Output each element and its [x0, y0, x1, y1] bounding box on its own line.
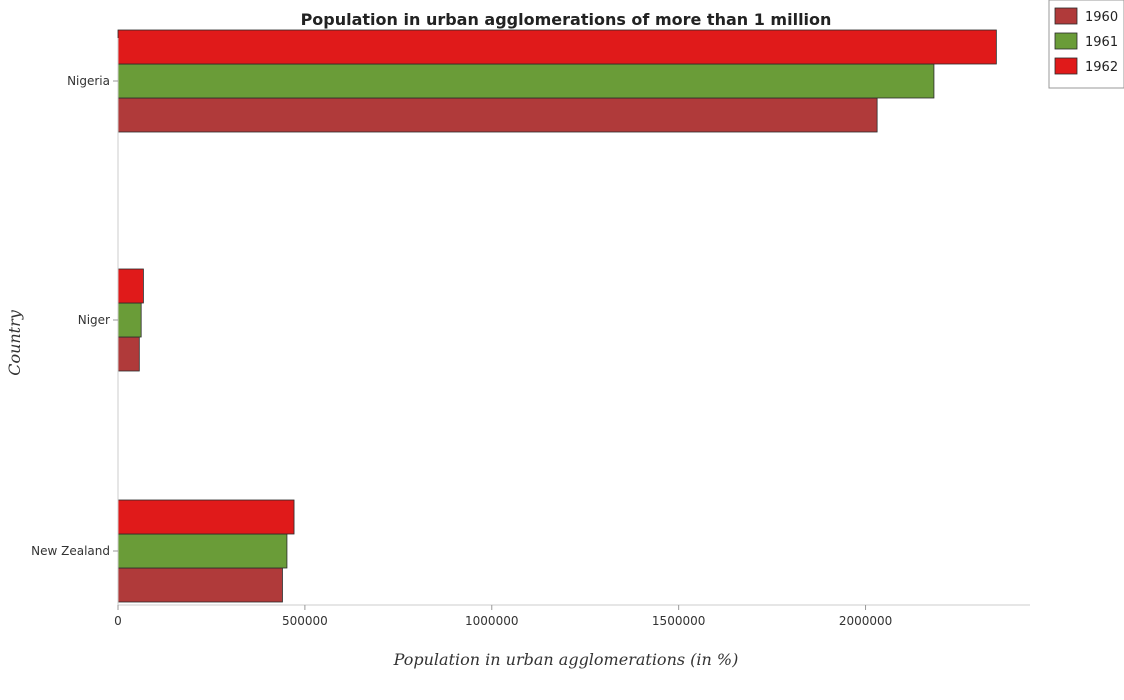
bar-niger-1961	[117, 302, 142, 338]
x-tick-label: 500000	[282, 614, 328, 628]
legend-swatch-1962	[1054, 57, 1078, 75]
bar-nigeria-1961	[117, 63, 935, 99]
legend-label-1962: 1962	[1085, 60, 1118, 75]
bar-niger-1960	[117, 336, 140, 372]
bar-nigeria-1960	[117, 97, 878, 133]
legend-swatch-1960	[1054, 7, 1078, 25]
x-tick-label: 2000000	[839, 614, 892, 628]
bar-nigeria-1962	[117, 29, 997, 65]
x-tick-label: 1000000	[465, 614, 518, 628]
legend-label-1960: 1960	[1085, 10, 1118, 25]
bar-niger-1962	[117, 268, 144, 304]
axes-group	[117, 38, 1030, 606]
y-tick-label: Nigeria	[67, 74, 110, 88]
legend-label-1961: 1961	[1085, 35, 1118, 50]
x-tick-label: 0	[114, 614, 122, 628]
x-tick-label: 1500000	[652, 614, 705, 628]
y-axis-title: Country	[5, 309, 24, 376]
bar-new-zealand-1962	[117, 499, 295, 535]
x-axis-title: Population in urban agglomerations (in %…	[393, 650, 739, 669]
chart-title: Population in urban agglomerations of mo…	[301, 10, 832, 29]
y-tick-label: New Zealand	[31, 544, 110, 558]
legend: 1960 1961 1962	[1048, 0, 1124, 89]
legend-swatch-1961	[1054, 32, 1078, 50]
y-tick-label: Niger	[78, 313, 110, 327]
ticks-group: New Zealand Niger Nigeria 0 500000 1000000 150…	[31, 74, 892, 628]
bars-group	[117, 29, 997, 603]
bar-new-zealand-1961	[117, 533, 288, 569]
bar-new-zealand-1960	[117, 567, 283, 603]
